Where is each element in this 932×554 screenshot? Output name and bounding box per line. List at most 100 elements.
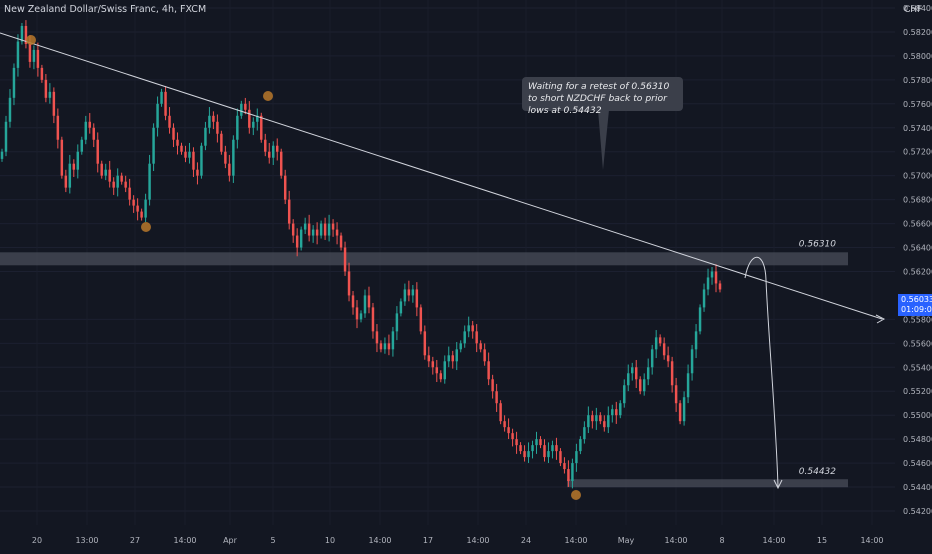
candle <box>136 198 139 221</box>
candle-body <box>319 223 323 236</box>
candle <box>718 280 722 293</box>
x-tick-label: 14:00 <box>368 536 391 545</box>
candle <box>192 147 195 177</box>
candle <box>595 407 598 430</box>
candle <box>132 195 135 213</box>
candle-body <box>92 127 95 140</box>
candle <box>16 34 20 77</box>
candle-body <box>678 403 682 422</box>
candle-body <box>315 229 319 236</box>
candle-body <box>48 91 52 98</box>
time-axis[interactable]: 20 13:00 27 14:00 Apr 5 10 14:00 17 14:00 24 14:00 M… <box>32 536 884 545</box>
candle-body <box>80 139 84 152</box>
candle-body <box>435 367 439 374</box>
trendline-arrowhead <box>875 314 886 324</box>
candle <box>236 108 239 149</box>
candle-body <box>120 175 123 182</box>
candle-body <box>638 379 642 392</box>
candle <box>686 364 690 404</box>
candle-body <box>12 67 16 98</box>
candle-body <box>375 331 379 344</box>
candle-body <box>483 349 486 362</box>
candle <box>112 177 115 195</box>
candle <box>8 89 12 128</box>
candle <box>36 42 40 77</box>
candle-body <box>144 199 147 218</box>
candle-body <box>491 379 494 392</box>
candle-body <box>674 385 678 404</box>
candle-body <box>327 223 331 236</box>
candle-body <box>431 361 435 368</box>
level-label: 0.54432 <box>799 467 836 477</box>
candle <box>256 108 259 131</box>
candle-body <box>559 451 562 464</box>
candle-body <box>20 25 24 42</box>
x-tick-label: 17 <box>423 536 433 545</box>
candle <box>184 145 187 163</box>
x-tick-label: 8 <box>719 536 724 545</box>
candle <box>615 401 618 424</box>
candle-body <box>156 103 159 128</box>
candle-body <box>666 355 670 362</box>
candle-body <box>76 151 80 170</box>
candle <box>96 132 99 173</box>
candle <box>120 172 123 185</box>
candle-body <box>423 331 427 356</box>
x-tick-label: 14:00 <box>564 536 587 545</box>
candle <box>654 330 658 359</box>
candle <box>148 154 151 206</box>
candle <box>698 304 702 335</box>
candle <box>503 415 506 432</box>
candle-body <box>547 451 550 458</box>
candle-body <box>646 367 650 380</box>
candle-body <box>299 229 303 248</box>
annotation-callout[interactable]: Waiting for a retest of 0.56310 to short… <box>522 77 683 116</box>
x-tick-label: 13:00 <box>75 536 98 545</box>
candle <box>674 377 678 412</box>
candle <box>407 280 411 302</box>
candle-body <box>60 139 64 176</box>
candle <box>200 142 203 179</box>
candle <box>519 442 522 455</box>
candle <box>224 145 227 169</box>
candle-body <box>571 463 574 482</box>
candle <box>164 85 167 121</box>
candle-body <box>467 325 470 332</box>
candle-body <box>260 115 263 140</box>
candle <box>443 355 447 384</box>
candle-body <box>439 373 443 380</box>
candle-body <box>706 277 710 290</box>
grid <box>0 7 895 512</box>
pivot-marker <box>26 35 36 45</box>
candle-body <box>160 91 163 104</box>
candle <box>188 142 191 164</box>
candle <box>60 136 64 179</box>
bar-countdown: 01:09:00 <box>901 305 932 314</box>
candle <box>232 135 235 183</box>
candle-body <box>140 211 143 218</box>
candle <box>212 111 215 130</box>
candle <box>567 460 570 487</box>
candle-body <box>634 367 638 380</box>
candle <box>268 142 271 164</box>
candle-body <box>192 151 195 170</box>
candle-body <box>427 355 431 362</box>
candle-body <box>236 115 239 140</box>
level-label: 0.56310 <box>799 239 836 249</box>
candle-body <box>228 163 231 176</box>
candle <box>551 440 554 459</box>
candle <box>52 87 56 124</box>
candle <box>68 154 72 194</box>
candle <box>379 340 383 353</box>
candle <box>363 289 367 318</box>
x-tick-label: 27 <box>130 536 140 545</box>
candle <box>662 337 666 360</box>
candle <box>646 358 650 386</box>
candle <box>575 443 578 472</box>
candle <box>607 406 610 434</box>
